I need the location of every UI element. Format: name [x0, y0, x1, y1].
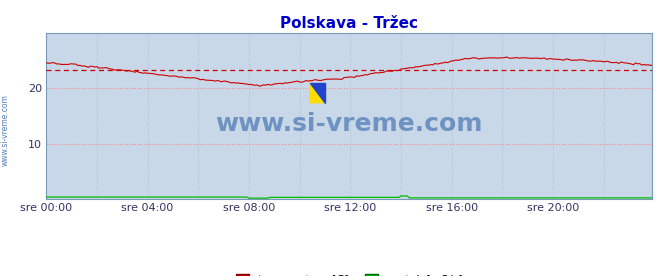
Polygon shape [310, 83, 325, 103]
Text: www.si-vreme.com: www.si-vreme.com [215, 112, 483, 136]
Title: Polskava - Tržec: Polskava - Tržec [280, 15, 418, 31]
Text: www.si-vreme.com: www.si-vreme.com [1, 94, 10, 166]
Legend: temperatura [C], pretok [m3/s]: temperatura [C], pretok [m3/s] [231, 270, 467, 276]
Polygon shape [310, 83, 325, 103]
